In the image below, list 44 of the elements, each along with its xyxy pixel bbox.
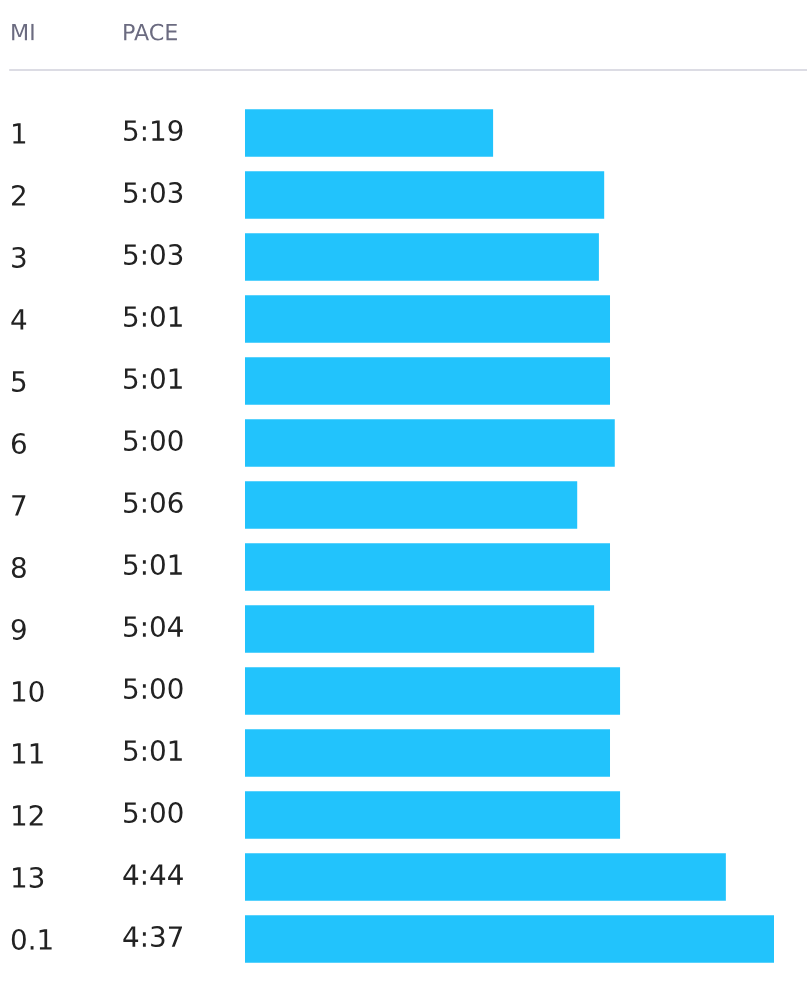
bar (245, 915, 774, 963)
text: 4:44 (123, 864, 183, 885)
y-tick-label: 2 (12, 184, 25, 206)
y-tick-label: 12 (13, 804, 43, 826)
bar (245, 481, 578, 529)
text: 5:01 (124, 306, 182, 328)
y-tick-label: 4 (11, 309, 27, 330)
text: MI (12, 23, 34, 41)
text: 5:00 (124, 802, 183, 824)
text: 5:01 (124, 368, 182, 390)
y-tick-label: 1 (13, 123, 26, 144)
text: 5:06 (124, 492, 183, 514)
bar (245, 419, 615, 467)
text: 5:00 (124, 678, 183, 700)
bar (245, 357, 611, 405)
text: 5:00 (124, 430, 183, 452)
text: 5:03 (124, 182, 183, 204)
y-tick-label: 13 (13, 866, 44, 888)
bar (245, 295, 611, 343)
bar (245, 605, 595, 653)
y-tick-label: 8 (11, 556, 26, 578)
y-tick-label: 10 (13, 680, 44, 702)
text: 5:01 (124, 554, 182, 576)
bar (245, 791, 621, 839)
bar (245, 729, 611, 777)
bar (245, 667, 621, 715)
bar (245, 543, 611, 591)
bar (245, 109, 494, 157)
text: 5:03 (124, 244, 183, 266)
y-tick-label: 5 (12, 371, 26, 392)
y-tick-label: 11 (13, 743, 43, 764)
text: 5:04 (124, 616, 183, 638)
bar (245, 233, 599, 281)
text: 5:19 (124, 120, 183, 142)
bar (245, 171, 605, 219)
text: PACE (124, 23, 177, 41)
text: 4:37 (123, 926, 182, 948)
y-tick-label: 0.1 (11, 928, 52, 950)
y-tick-label: 6 (11, 432, 26, 454)
y-tick-label: 3 (12, 246, 26, 268)
bar (245, 853, 726, 901)
y-tick-label: 7 (12, 495, 26, 516)
text: 5:01 (124, 740, 182, 762)
y-tick-label: 9 (11, 618, 26, 640)
